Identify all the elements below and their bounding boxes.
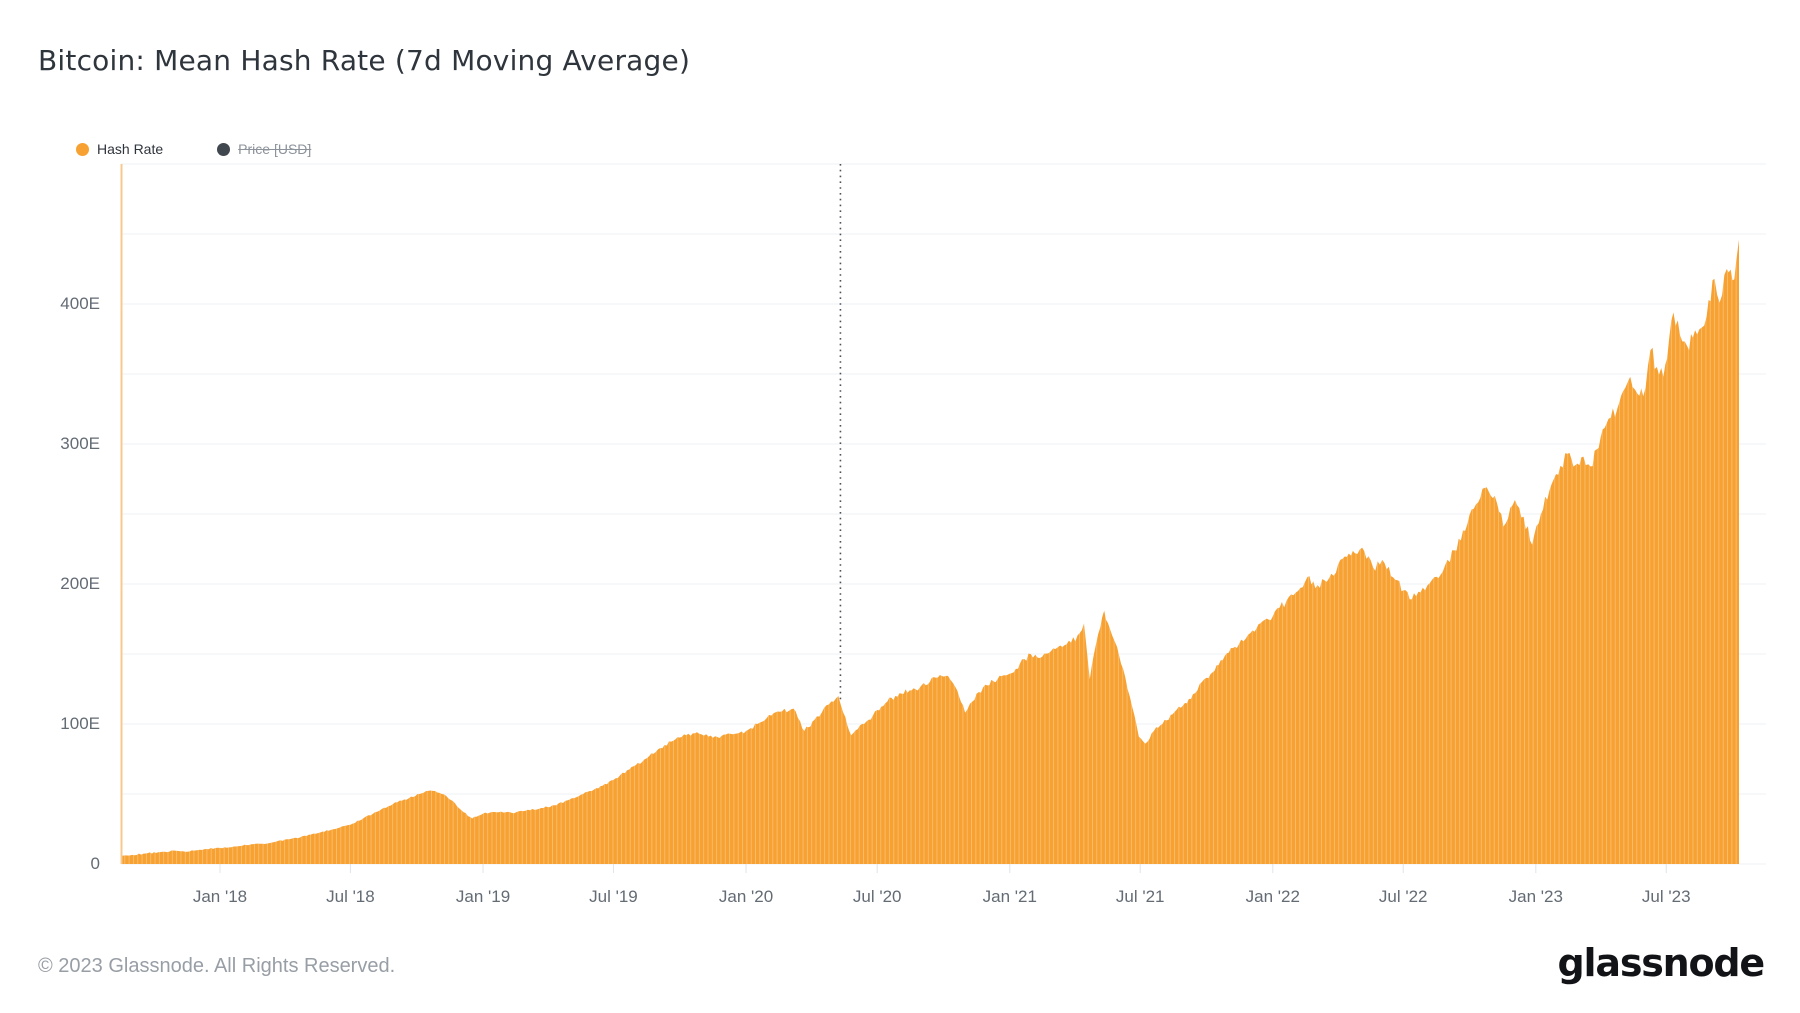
copyright-text: © 2023 Glassnode. All Rights Reserved. [38,955,396,977]
legend-item-price-usd[interactable]: Price [USD] [217,141,311,157]
price-usd-series-dot-icon [217,142,231,156]
page-title: Bitcoin: Mean Hash Rate (7d Moving Avera… [38,44,691,77]
legend-label-price-usd: Price [USD] [238,141,312,157]
chart-legend: Hash Rate Price [USD] [76,141,311,157]
legend-label-hash-rate: Hash Rate [97,141,164,157]
hash-rate-area [120,239,1740,865]
hash-rate-series-dot-icon [76,142,89,156]
legend-item-hash-rate[interactable]: Hash Rate [76,141,163,157]
glassnode-logo[interactable]: glassnode [1557,941,1766,985]
